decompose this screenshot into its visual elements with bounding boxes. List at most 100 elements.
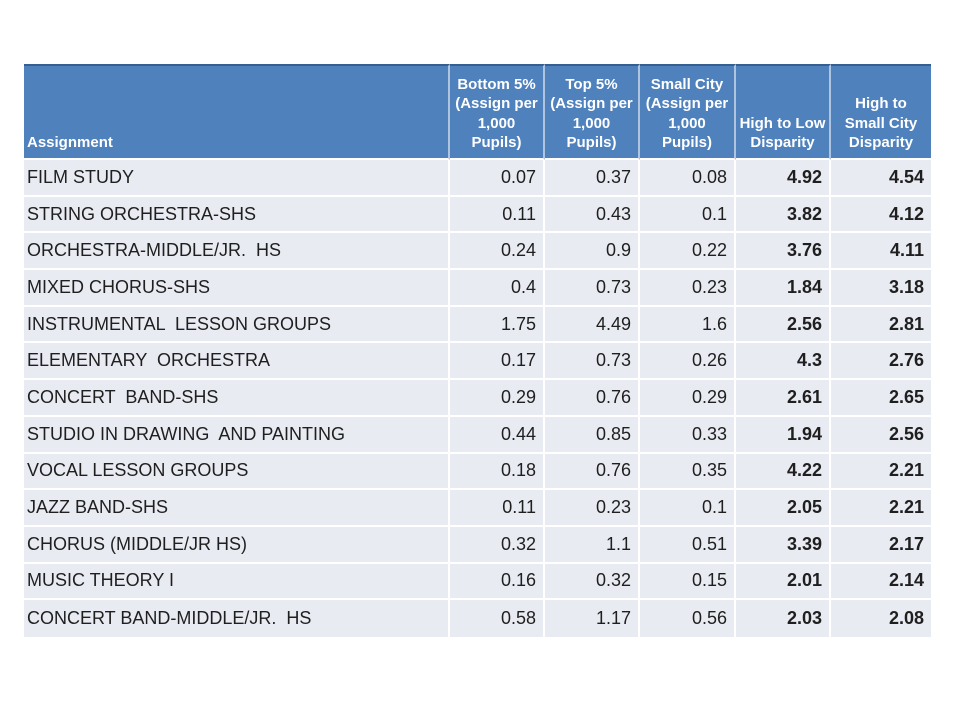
value-cell: 3.76 xyxy=(736,233,831,271)
value-cell: 0.43 xyxy=(545,196,640,234)
value-cell: 2.21 xyxy=(831,490,931,527)
value-cell: 4.3 xyxy=(736,343,831,381)
table-row: STUDIO IN DRAWING AND PAINTING 0.44 0.85 0.… xyxy=(24,416,931,454)
column-header-small-city: Small City (Assign per 1,000 Pupils) xyxy=(640,64,736,160)
assignment-cell: VOCAL LESSON GROUPS xyxy=(24,453,450,491)
table-row: INSTRUMENTAL LESSON GROUPS 1.75 4.49 1.6 2.5… xyxy=(24,306,931,344)
value-cell: 4.11 xyxy=(831,233,931,271)
value-cell: 4.92 xyxy=(736,160,831,197)
value-cell: 0.18 xyxy=(450,453,545,491)
value-cell: 3.39 xyxy=(736,526,831,564)
value-cell: 0.58 xyxy=(450,600,545,637)
table-row: MIXED CHORUS-SHS 0.4 0.73 0.23 1.84 3.18 xyxy=(24,270,931,307)
table-body: FILM STUDY 0.07 0.37 0.08 4.92 4.54 STRING ORC… xyxy=(24,160,931,637)
value-cell: 1.75 xyxy=(450,306,545,344)
value-cell: 0.32 xyxy=(450,526,545,564)
value-cell: 2.76 xyxy=(831,343,931,381)
value-cell: 0.73 xyxy=(545,270,640,307)
value-cell: 0.85 xyxy=(545,416,640,454)
value-cell: 0.37 xyxy=(545,160,640,197)
value-cell: 0.16 xyxy=(450,563,545,601)
table-header: Assignment Bottom 5% (Assign per 1,000 P… xyxy=(24,64,931,160)
value-cell: 0.33 xyxy=(640,416,736,454)
column-header-assignment: Assignment xyxy=(24,64,450,160)
value-cell: 0.1 xyxy=(640,490,736,527)
value-cell: 4.49 xyxy=(545,306,640,344)
value-cell: 0.11 xyxy=(450,196,545,234)
value-cell: 4.12 xyxy=(831,196,931,234)
value-cell: 0.44 xyxy=(450,416,545,454)
value-cell: 0.11 xyxy=(450,490,545,527)
value-cell: 4.54 xyxy=(831,160,931,197)
value-cell: 0.23 xyxy=(640,270,736,307)
value-cell: 0.76 xyxy=(545,453,640,491)
value-cell: 0.51 xyxy=(640,526,736,564)
assignment-cell: FILM STUDY xyxy=(24,160,450,197)
assignment-cell: INSTRUMENTAL LESSON GROUPS xyxy=(24,306,450,344)
value-cell: 0.07 xyxy=(450,160,545,197)
table-header-row: Assignment Bottom 5% (Assign per 1,000 P… xyxy=(24,64,931,160)
value-cell: 1.1 xyxy=(545,526,640,564)
value-cell: 3.18 xyxy=(831,270,931,307)
value-cell: 2.01 xyxy=(736,563,831,601)
table-row: VOCAL LESSON GROUPS 0.18 0.76 0.35 4.22 2.21 xyxy=(24,453,931,491)
column-header-bottom-5-percent: Bottom 5% (Assign per 1,000 Pupils) xyxy=(450,64,545,160)
table-row: ELEMENTARY ORCHESTRA 0.17 0.73 0.26 4.3 2.76 xyxy=(24,343,931,381)
value-cell: 0.35 xyxy=(640,453,736,491)
column-header-top-5-percent: Top 5% (Assign per 1,000 Pupils) xyxy=(545,64,640,160)
value-cell: 0.22 xyxy=(640,233,736,271)
value-cell: 0.23 xyxy=(545,490,640,527)
value-cell: 1.94 xyxy=(736,416,831,454)
value-cell: 1.84 xyxy=(736,270,831,307)
value-cell: 2.56 xyxy=(831,416,931,454)
value-cell: 2.14 xyxy=(831,563,931,601)
value-cell: 2.65 xyxy=(831,380,931,417)
assignment-cell: ORCHESTRA-MIDDLE/JR. HS xyxy=(24,233,450,271)
value-cell: 2.21 xyxy=(831,453,931,491)
value-cell: 0.56 xyxy=(640,600,736,637)
value-cell: 2.03 xyxy=(736,600,831,637)
assignment-cell: MUSIC THEORY I xyxy=(24,563,450,601)
value-cell: 2.17 xyxy=(831,526,931,564)
value-cell: 0.26 xyxy=(640,343,736,381)
table-row: CONCERT BAND-MIDDLE/JR. HS 0.58 1.17 0.56 2.… xyxy=(24,600,931,637)
assignment-cell: CHORUS (MIDDLE/JR HS) xyxy=(24,526,450,564)
value-cell: 2.81 xyxy=(831,306,931,344)
value-cell: 0.15 xyxy=(640,563,736,601)
table-row: CONCERT BAND-SHS 0.29 0.76 0.29 2.61 2.65 xyxy=(24,380,931,417)
table-row: JAZZ BAND-SHS 0.11 0.23 0.1 2.05 2.21 xyxy=(24,490,931,527)
value-cell: 2.08 xyxy=(831,600,931,637)
value-cell: 0.9 xyxy=(545,233,640,271)
value-cell: 1.6 xyxy=(640,306,736,344)
value-cell: 0.29 xyxy=(450,380,545,417)
value-cell: 4.22 xyxy=(736,453,831,491)
value-cell: 0.1 xyxy=(640,196,736,234)
value-cell: 0.4 xyxy=(450,270,545,307)
table-row: FILM STUDY 0.07 0.37 0.08 4.92 4.54 xyxy=(24,160,931,197)
value-cell: 2.61 xyxy=(736,380,831,417)
assignment-cell: CONCERT BAND-MIDDLE/JR. HS xyxy=(24,600,450,637)
value-cell: 0.17 xyxy=(450,343,545,381)
table-row: STRING ORCHESTRA-SHS 0.11 0.43 0.1 3.82 4.12 xyxy=(24,196,931,234)
assignment-cell: ELEMENTARY ORCHESTRA xyxy=(24,343,450,381)
value-cell: 2.05 xyxy=(736,490,831,527)
table-row: ORCHESTRA-MIDDLE/JR. HS 0.24 0.9 0.22 3.76 4.… xyxy=(24,233,931,271)
value-cell: 2.56 xyxy=(736,306,831,344)
assignment-cell: JAZZ BAND-SHS xyxy=(24,490,450,527)
value-cell: 0.24 xyxy=(450,233,545,271)
assignment-disparity-table: Assignment Bottom 5% (Assign per 1,000 P… xyxy=(24,64,931,637)
column-header-high-to-small-city-disparity: High to Small City Disparity xyxy=(831,64,931,160)
value-cell: 0.29 xyxy=(640,380,736,417)
value-cell: 1.17 xyxy=(545,600,640,637)
assignment-cell: STUDIO IN DRAWING AND PAINTING xyxy=(24,416,450,454)
table-row: MUSIC THEORY I 0.16 0.32 0.15 2.01 2.14 xyxy=(24,563,931,601)
value-cell: 3.82 xyxy=(736,196,831,234)
value-cell: 0.32 xyxy=(545,563,640,601)
assignment-cell: MIXED CHORUS-SHS xyxy=(24,270,450,307)
value-cell: 0.08 xyxy=(640,160,736,197)
assignment-cell: CONCERT BAND-SHS xyxy=(24,380,450,417)
table-row: CHORUS (MIDDLE/JR HS) 0.32 1.1 0.51 3.39 2.17 xyxy=(24,526,931,564)
value-cell: 0.76 xyxy=(545,380,640,417)
column-header-high-to-low-disparity: High to Low Disparity xyxy=(736,64,831,160)
